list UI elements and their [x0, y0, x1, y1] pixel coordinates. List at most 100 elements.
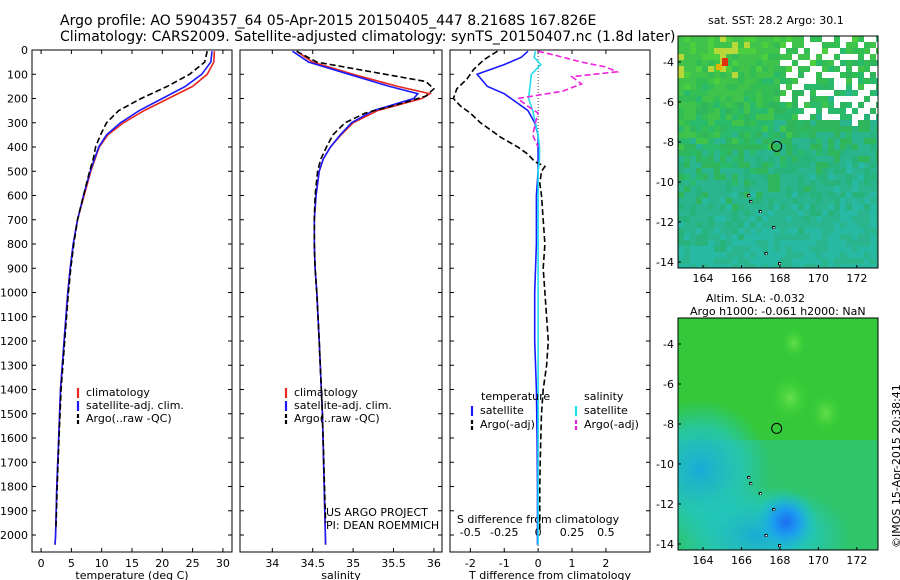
- sst-cell: [768, 144, 774, 150]
- sst-cell: [858, 180, 864, 186]
- sst-cell: [876, 72, 878, 78]
- sst-cell: [780, 84, 786, 90]
- sst-cell: [690, 258, 696, 264]
- sst-cell: [696, 168, 702, 174]
- sst-cell: [768, 156, 774, 162]
- sst-cell: [756, 42, 762, 48]
- sst-cell: [822, 162, 828, 168]
- sst-cell: [828, 96, 834, 102]
- sst-cell: [792, 78, 798, 84]
- sla-map: 164 166 168 170 172 -4 -6 -8 -10 -12 -14: [656, 317, 879, 567]
- sst-cell: [714, 210, 720, 216]
- sst-cell: [738, 126, 744, 132]
- sst-cell: [816, 54, 822, 60]
- sst-cell: [774, 78, 780, 84]
- sst-cell: [762, 126, 768, 132]
- sst-cell: [852, 240, 858, 246]
- sst-cell: [864, 54, 870, 60]
- sst-cell: [852, 174, 858, 180]
- sst-cell: [744, 96, 750, 102]
- sst-cell: [762, 210, 768, 216]
- sst-cell: [678, 258, 684, 264]
- depth-tick-label: 100: [7, 68, 28, 81]
- sst-cell: [756, 102, 762, 108]
- sst-cell: [762, 150, 768, 156]
- sst-cell: [690, 78, 696, 84]
- sst-cell: [756, 84, 762, 90]
- sst-cell: [834, 210, 840, 216]
- sst-cell: [762, 258, 768, 264]
- sst-cell: [816, 138, 822, 144]
- sst-cell: [804, 132, 810, 138]
- project-pi: PI: DEAN ROEMMICH: [326, 519, 440, 532]
- sst-cell: [690, 36, 696, 42]
- sst-cell: [852, 102, 858, 108]
- sst-cell: [840, 132, 846, 138]
- sst-cell: [822, 234, 828, 240]
- sst-cell: [858, 258, 864, 264]
- sst-cell: [792, 168, 798, 174]
- sst-cell: [750, 162, 756, 168]
- sst-cell: [876, 198, 878, 204]
- sst-cell: [786, 78, 792, 84]
- sst-cell: [690, 90, 696, 96]
- sst-cell: [828, 204, 834, 210]
- sst-cell: [768, 240, 774, 246]
- sst-cell: [852, 108, 858, 114]
- sst-cell: [678, 72, 684, 78]
- sst-cell: [786, 102, 792, 108]
- sst-cell: [768, 96, 774, 102]
- sst-cell: [840, 156, 846, 162]
- sst-cell: [816, 150, 822, 156]
- sst-cell: [720, 42, 726, 48]
- sst-cell: [846, 48, 852, 54]
- sst-cell: [750, 156, 756, 162]
- sst-cell: [684, 162, 690, 168]
- sst-cell: [696, 120, 702, 126]
- sst-cell: [696, 114, 702, 120]
- sst-cell: [852, 48, 858, 54]
- sst-cell: [840, 144, 846, 150]
- sst-cell: [690, 54, 696, 60]
- sst-cell: [858, 150, 864, 156]
- sst-cell: [804, 144, 810, 150]
- sla_map-island-core: [750, 483, 752, 485]
- sst-cell: [780, 156, 786, 162]
- sst-cell: [684, 120, 690, 126]
- sst-cell: [840, 96, 846, 102]
- sst-cell: [780, 72, 786, 78]
- sst-cell: [750, 204, 756, 210]
- sst-cell: [774, 198, 780, 204]
- sst-cell: [852, 228, 858, 234]
- sst-cell: [816, 186, 822, 192]
- sst_map-ytick-label: -10: [656, 176, 674, 189]
- sst-cell: [690, 246, 696, 252]
- sst-cell: [708, 198, 714, 204]
- sst-cell: [804, 222, 810, 228]
- sst-cell: [870, 156, 876, 162]
- sst-cell: [810, 48, 816, 54]
- sst-cell: [708, 180, 714, 186]
- sst-cell: [738, 120, 744, 126]
- sst-cell: [684, 144, 690, 150]
- sst-cell: [852, 216, 858, 222]
- sst-cell: [876, 36, 878, 42]
- sst-cell: [714, 42, 720, 48]
- sst-cell: [726, 192, 732, 198]
- sst-cell: [732, 114, 738, 120]
- salinity-series-satellite-adj-clim-: [292, 50, 420, 545]
- sst-cell: [744, 84, 750, 90]
- sst-cell: [864, 150, 870, 156]
- sla-map-light-eddy-3: [780, 325, 808, 361]
- sst-cell: [810, 162, 816, 168]
- sst-cell: [702, 78, 708, 84]
- sst-cell: [744, 156, 750, 162]
- sst-cell: [798, 138, 804, 144]
- sst-cell: [690, 144, 696, 150]
- sst-cell: [816, 66, 822, 72]
- sst-cell: [738, 234, 744, 240]
- sst-cell: [852, 192, 858, 198]
- sst_map-ytick-label: -4: [663, 56, 674, 69]
- sst-cell: [720, 84, 726, 90]
- sst-cell: [750, 138, 756, 144]
